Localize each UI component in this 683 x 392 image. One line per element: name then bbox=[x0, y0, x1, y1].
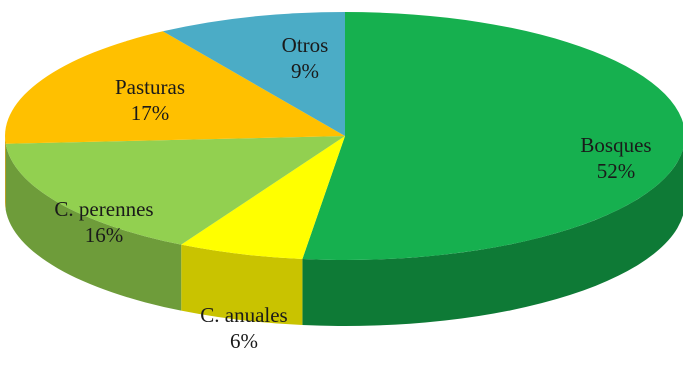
pie-slice-c-anuales bbox=[181, 136, 345, 260]
pie-label-name: C. anuales bbox=[200, 303, 287, 327]
pie-side-c-perennes bbox=[5, 143, 182, 311]
pie-label-bosques: Bosques 52% bbox=[580, 133, 651, 183]
pie-slice-otros bbox=[162, 12, 345, 136]
pie-label-name: Bosques bbox=[580, 133, 651, 157]
pie-slice-pasturas bbox=[4, 31, 345, 144]
pie-label-otros: Otros 9% bbox=[282, 33, 329, 83]
pie-sides bbox=[5, 136, 683, 326]
pie-label-c-anuales: C. anuales 6% bbox=[200, 303, 287, 353]
pie-top-slices bbox=[4, 12, 683, 260]
pie-slice-c-perennes bbox=[5, 136, 346, 245]
pie-slice-bosques bbox=[302, 12, 683, 260]
pie-label-c-perennes: C. perennes 16% bbox=[54, 197, 153, 247]
pie-label-name: C. perennes bbox=[54, 197, 153, 221]
pie-label-value: 52% bbox=[597, 159, 636, 183]
pie-label-value: 16% bbox=[85, 223, 124, 247]
pie-side-pasturas bbox=[5, 136, 6, 210]
pie-label-value: 17% bbox=[131, 101, 170, 125]
pie-side-c-anuales bbox=[181, 244, 303, 326]
pie-label-value: 9% bbox=[291, 59, 319, 83]
pie-label-value: 6% bbox=[230, 329, 258, 353]
pie-side-bosques bbox=[302, 149, 683, 326]
pie-label-name: Pasturas bbox=[115, 75, 185, 99]
pie-label-pasturas: Pasturas 17% bbox=[115, 75, 185, 125]
pie-labels: Bosques 52% C. anuales 6% C. perennes 16% Past… bbox=[54, 33, 651, 353]
pie-label-name: Otros bbox=[282, 33, 329, 57]
